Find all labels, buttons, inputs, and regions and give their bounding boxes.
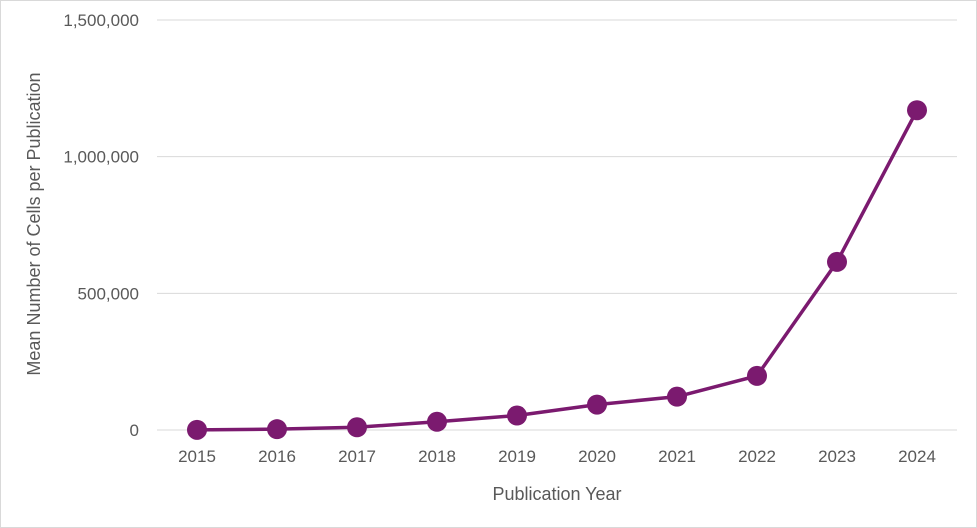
x-tick-label: 2024 — [898, 447, 936, 466]
data-point — [267, 419, 287, 440]
x-tick-label: 2023 — [818, 447, 856, 466]
data-point — [587, 394, 607, 415]
x-tick-label: 2017 — [338, 447, 376, 466]
data-point — [187, 419, 207, 440]
data-point — [347, 417, 367, 438]
series-line — [196, 109, 919, 432]
x-tick-label: 2016 — [258, 447, 296, 466]
gridlines — [157, 19, 957, 431]
y-tick-label: 1,500,000 — [63, 11, 139, 30]
data-point — [667, 386, 687, 407]
y-tick-label: 0 — [130, 421, 139, 440]
x-tick-label: 2021 — [658, 447, 696, 466]
data-point — [827, 251, 847, 272]
series-layer — [187, 100, 927, 440]
y-tick-label: 500,000 — [78, 284, 139, 303]
y-axis-ticks: 0 500,000 1,000,000 1,500,000 — [63, 11, 139, 440]
data-point — [507, 405, 527, 426]
y-tick-label: 1,000,000 — [63, 148, 139, 167]
x-tick-label: 2019 — [498, 447, 536, 466]
x-axis-ticks: 2015 2016 2017 2018 2019 2020 2021 2022 2023 2024 — [178, 447, 936, 466]
x-tick-label: 2022 — [738, 447, 776, 466]
data-point — [747, 365, 767, 386]
x-axis-title: Publication Year — [492, 484, 621, 504]
data-point — [427, 411, 447, 432]
x-tick-label: 2020 — [578, 447, 616, 466]
x-tick-label: 2018 — [418, 447, 456, 466]
data-point — [907, 100, 927, 121]
x-tick-label: 2015 — [178, 447, 216, 466]
y-axis-title: Mean Number of Cells per Publication — [24, 72, 44, 375]
